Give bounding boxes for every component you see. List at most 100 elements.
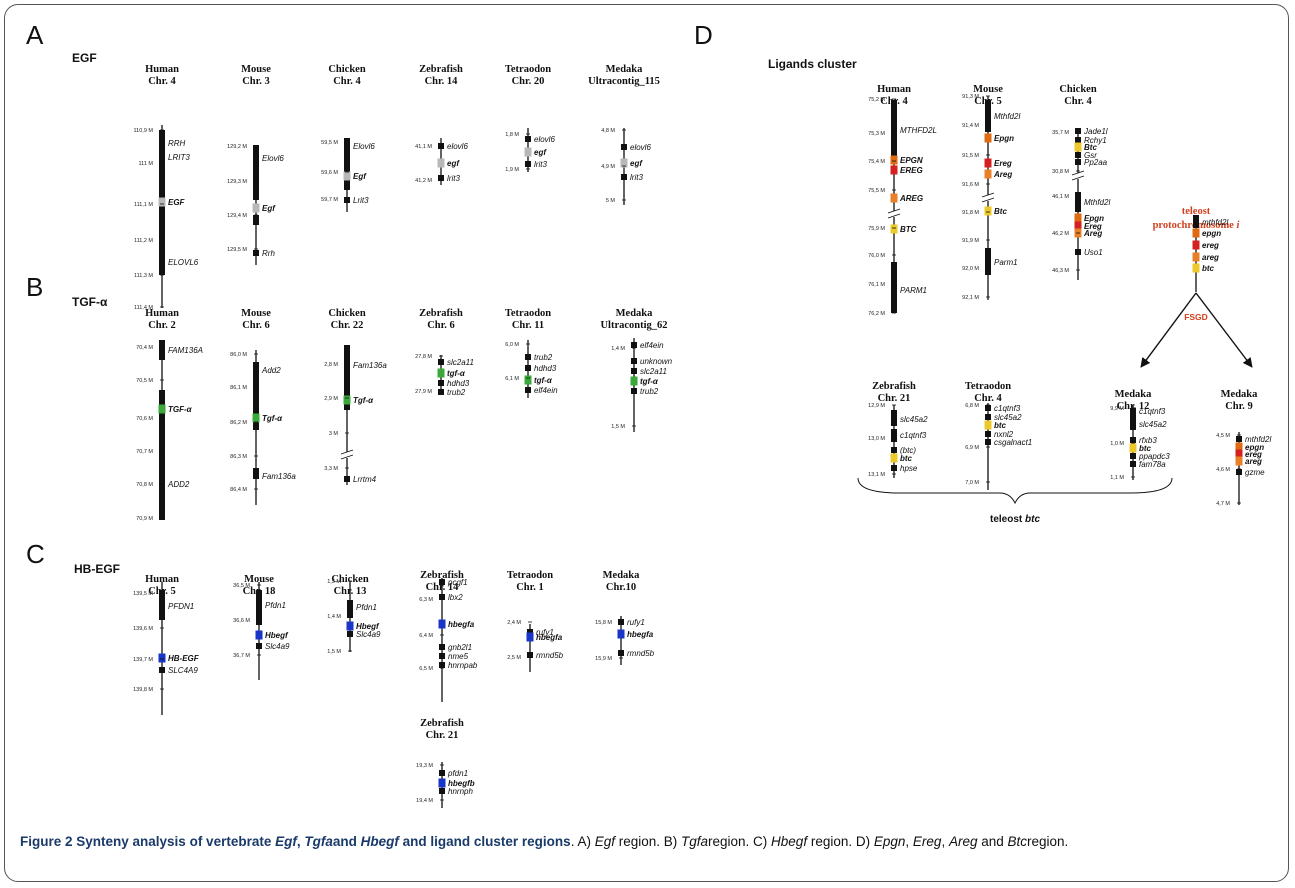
panel-letter-a: A (26, 20, 44, 50)
gene-marker (439, 770, 445, 776)
position-label: 13,1 M (868, 472, 885, 478)
gene-marker (439, 644, 445, 650)
gene-marker (1130, 461, 1136, 467)
species-name: Human (877, 84, 911, 95)
chromosome-name: Chr. 2 (148, 320, 176, 331)
gene-marker (985, 259, 991, 265)
gene-marker (438, 380, 444, 386)
gene-label: lrit3 (534, 160, 547, 169)
species-name: Chicken (328, 308, 366, 319)
gene-marker (891, 127, 897, 133)
gene-marker (1074, 142, 1082, 152)
position-label: 129,4 M (227, 213, 247, 219)
gene-marker (618, 650, 624, 656)
chromosome-segment (344, 138, 350, 190)
gene-marker (890, 155, 898, 165)
gene-label: Hbegf (265, 631, 289, 640)
position-label: 111,1 M (134, 202, 153, 208)
gene-label: c1qtnf3 (1139, 407, 1166, 416)
gene-marker (437, 158, 445, 168)
figure-frame (4, 4, 1289, 882)
position-label: 75,9 M (868, 226, 885, 232)
chromosome-name: Chr. 4 (974, 393, 1002, 404)
position-label: 6,4 M (419, 633, 433, 639)
gene-label: Lrit3 (353, 196, 369, 205)
chromosome-name: Chr. 4 (333, 76, 361, 87)
species-name: Tetraodon (505, 308, 551, 319)
gene-marker (525, 354, 531, 360)
gene-label: ereg (1202, 241, 1219, 250)
position-label: 91,3 M (962, 94, 979, 100)
gene-label: csgalnact1 (994, 438, 1032, 447)
position-label: 139,8 M (133, 687, 153, 693)
position-label: 27,9 M (415, 389, 432, 395)
gene-marker (438, 175, 444, 181)
gene-marker (525, 136, 531, 142)
gene-label: Egf (262, 204, 276, 213)
gene-marker (438, 389, 444, 395)
species-name: Medaka (1115, 389, 1153, 400)
position-label: 86,0 M (230, 352, 247, 358)
gene-marker (985, 405, 991, 411)
position-label: 111,3 M (134, 273, 153, 279)
gene-marker (438, 359, 444, 365)
gene-label: Ereg (994, 159, 1012, 168)
gene-label: AREG (899, 194, 923, 203)
gene-label: mthfd2l (1245, 435, 1271, 444)
gene-marker (890, 193, 898, 203)
position-label: 59,5 M (321, 140, 338, 146)
gene-marker (252, 203, 260, 213)
gene-marker (984, 206, 992, 216)
gene-marker (891, 432, 897, 438)
position-label: 19,4 M (416, 798, 433, 804)
axis-break-mark (340, 454, 354, 460)
gene-label: FAM136A (168, 346, 203, 355)
species-name: Mouse (973, 84, 1003, 95)
position-label: 111,4 M (134, 305, 153, 311)
position-label: 35,7 M (1052, 130, 1069, 136)
chromosome-segment (253, 362, 259, 430)
gene-label: slc45a2 (900, 415, 928, 424)
species-name: Mouse (241, 308, 271, 319)
gene-label: lrit3 (630, 173, 643, 182)
gene-marker (344, 476, 350, 482)
gene-label: pcgf1 (447, 578, 468, 587)
gene-marker (439, 653, 445, 659)
chromosome-name: Chr. 1 (516, 582, 544, 593)
gene-marker (984, 158, 992, 168)
gene-label: Btc (1084, 143, 1097, 152)
position-label: 2,8 M (324, 362, 338, 368)
gene-label: areg (1202, 253, 1219, 262)
gene-marker (159, 154, 165, 160)
gene-marker (524, 375, 532, 385)
panel-title-b: TGF-α (72, 295, 108, 309)
figure-caption: Figure 2 Synteny analysis of vertebrate … (20, 832, 1275, 852)
species-name: Zebrafish (872, 381, 916, 392)
gene-marker (984, 169, 992, 179)
chromosome-name: Chr. 6 (242, 320, 270, 331)
gene-marker (985, 113, 991, 119)
chromosome-name: Chr. 14 (425, 76, 459, 87)
gene-label: elf4ein (534, 386, 558, 395)
gene-marker (256, 643, 262, 649)
position-label: 4,6 M (1216, 467, 1230, 473)
gene-label: hbegfb (448, 779, 475, 788)
position-label: 110,9 M (134, 128, 154, 134)
position-label: 1,4 M (327, 614, 341, 620)
position-label: 41,2 M (415, 178, 432, 184)
gene-label: Hbegf (356, 622, 380, 631)
position-label: 4,5 M (1216, 433, 1230, 439)
gene-label: Areg (1083, 229, 1102, 238)
gene-marker (1074, 213, 1082, 223)
panel-title-c: HB-EGF (74, 562, 120, 576)
axis-break-mark (981, 197, 995, 203)
axis-break-mark (1071, 175, 1085, 181)
position-label: 91,4 M (962, 123, 979, 129)
species-name: Medaka (603, 570, 641, 581)
gene-marker (1075, 137, 1081, 143)
gene-marker (253, 367, 259, 373)
gene-label: elovl6 (630, 143, 651, 152)
gene-label: slc45a2 (994, 413, 1022, 422)
